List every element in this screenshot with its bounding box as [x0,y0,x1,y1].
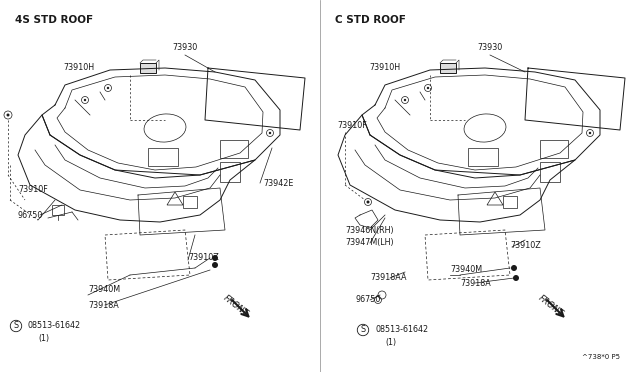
Text: FRONT: FRONT [222,294,250,318]
Bar [540,140,568,158]
Text: 73910Z: 73910Z [188,253,219,263]
Polygon shape [167,192,183,205]
Circle shape [212,262,218,268]
Circle shape [212,255,218,261]
Text: 4S STD ROOF: 4S STD ROOF [15,15,93,25]
Circle shape [367,201,369,203]
Circle shape [427,87,429,89]
Text: 73930: 73930 [477,44,502,52]
Text: 73940M: 73940M [88,285,120,295]
FancyBboxPatch shape [140,63,156,73]
Text: 96750: 96750 [18,211,44,219]
Text: 08513-61642: 08513-61642 [28,321,81,330]
Text: 08513-61642: 08513-61642 [375,326,428,334]
Text: 73910H: 73910H [64,64,95,73]
Bar [540,162,560,182]
Text: C STD ROOF: C STD ROOF [335,15,406,25]
Text: 73930: 73930 [172,44,198,52]
Text: 73918A: 73918A [88,301,119,310]
Text: (1): (1) [385,339,396,347]
Text: 73910Z: 73910Z [510,241,541,250]
Bar [468,148,498,166]
Text: S: S [13,321,19,330]
Text: (1): (1) [38,334,49,343]
Circle shape [107,87,109,89]
Text: 73946N(RH): 73946N(RH) [345,225,394,234]
Text: 73910F: 73910F [18,186,48,195]
Circle shape [589,132,591,134]
Bar [220,140,248,158]
Text: S: S [360,326,365,334]
Text: 73910F: 73910F [337,121,367,129]
Text: FRONT: FRONT [537,294,565,318]
Polygon shape [487,192,503,205]
Bar [220,162,240,182]
Text: 96750: 96750 [356,295,381,305]
Text: 73918AA: 73918AA [370,273,406,282]
Circle shape [269,132,271,134]
Circle shape [511,265,517,271]
Text: 73947M(LH): 73947M(LH) [345,238,394,247]
Circle shape [513,275,519,281]
Text: 73940M: 73940M [450,266,482,275]
FancyBboxPatch shape [440,63,456,73]
Bar [503,196,517,208]
Circle shape [404,99,406,101]
Circle shape [6,113,10,116]
Bar [148,148,178,166]
Text: 73918A: 73918A [460,279,491,288]
Text: ^738*0 P5: ^738*0 P5 [582,354,620,360]
Text: 73910H: 73910H [369,64,400,73]
Text: 73942E: 73942E [263,179,293,187]
Bar [183,196,197,208]
Circle shape [84,99,86,101]
